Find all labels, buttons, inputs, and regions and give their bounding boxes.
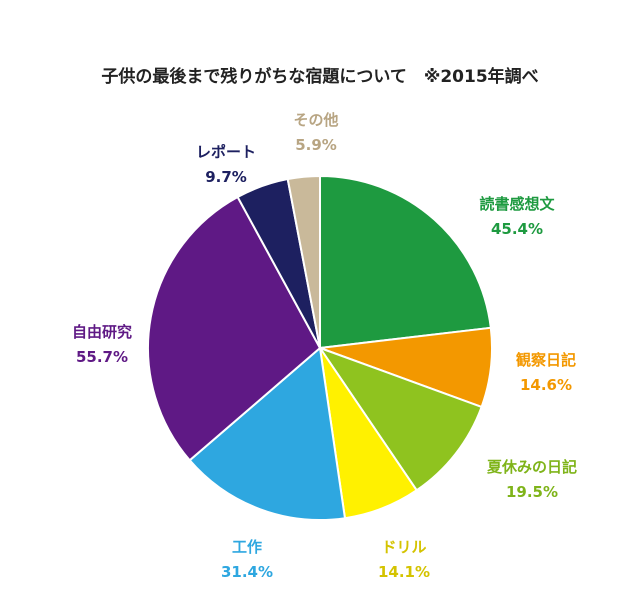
pie-slice-5 xyxy=(147,195,322,462)
pie-slice-4 xyxy=(188,346,347,521)
label-observation-diary: 観察日記 14.6% xyxy=(515,351,577,394)
pie-slice-0 xyxy=(319,174,492,350)
chart-title: 子供の最後まで残りがちな宿題について ※2015年調べ xyxy=(101,67,539,87)
label-crafts: 工作 31.4% xyxy=(220,538,274,581)
pie-slice-7 xyxy=(286,174,321,349)
label-summer-diary: 夏休みの日記 19.5% xyxy=(486,458,578,501)
label-other: その他 5.9% xyxy=(293,111,339,154)
label-report: レポート 9.7% xyxy=(195,143,257,186)
pie-slice-2 xyxy=(317,345,483,492)
label-free-research: 自由研究 55.7% xyxy=(71,323,133,366)
label-drill: ドリル 14.1% xyxy=(377,538,431,581)
label-book-report: 読書感想文 45.4% xyxy=(479,195,555,238)
